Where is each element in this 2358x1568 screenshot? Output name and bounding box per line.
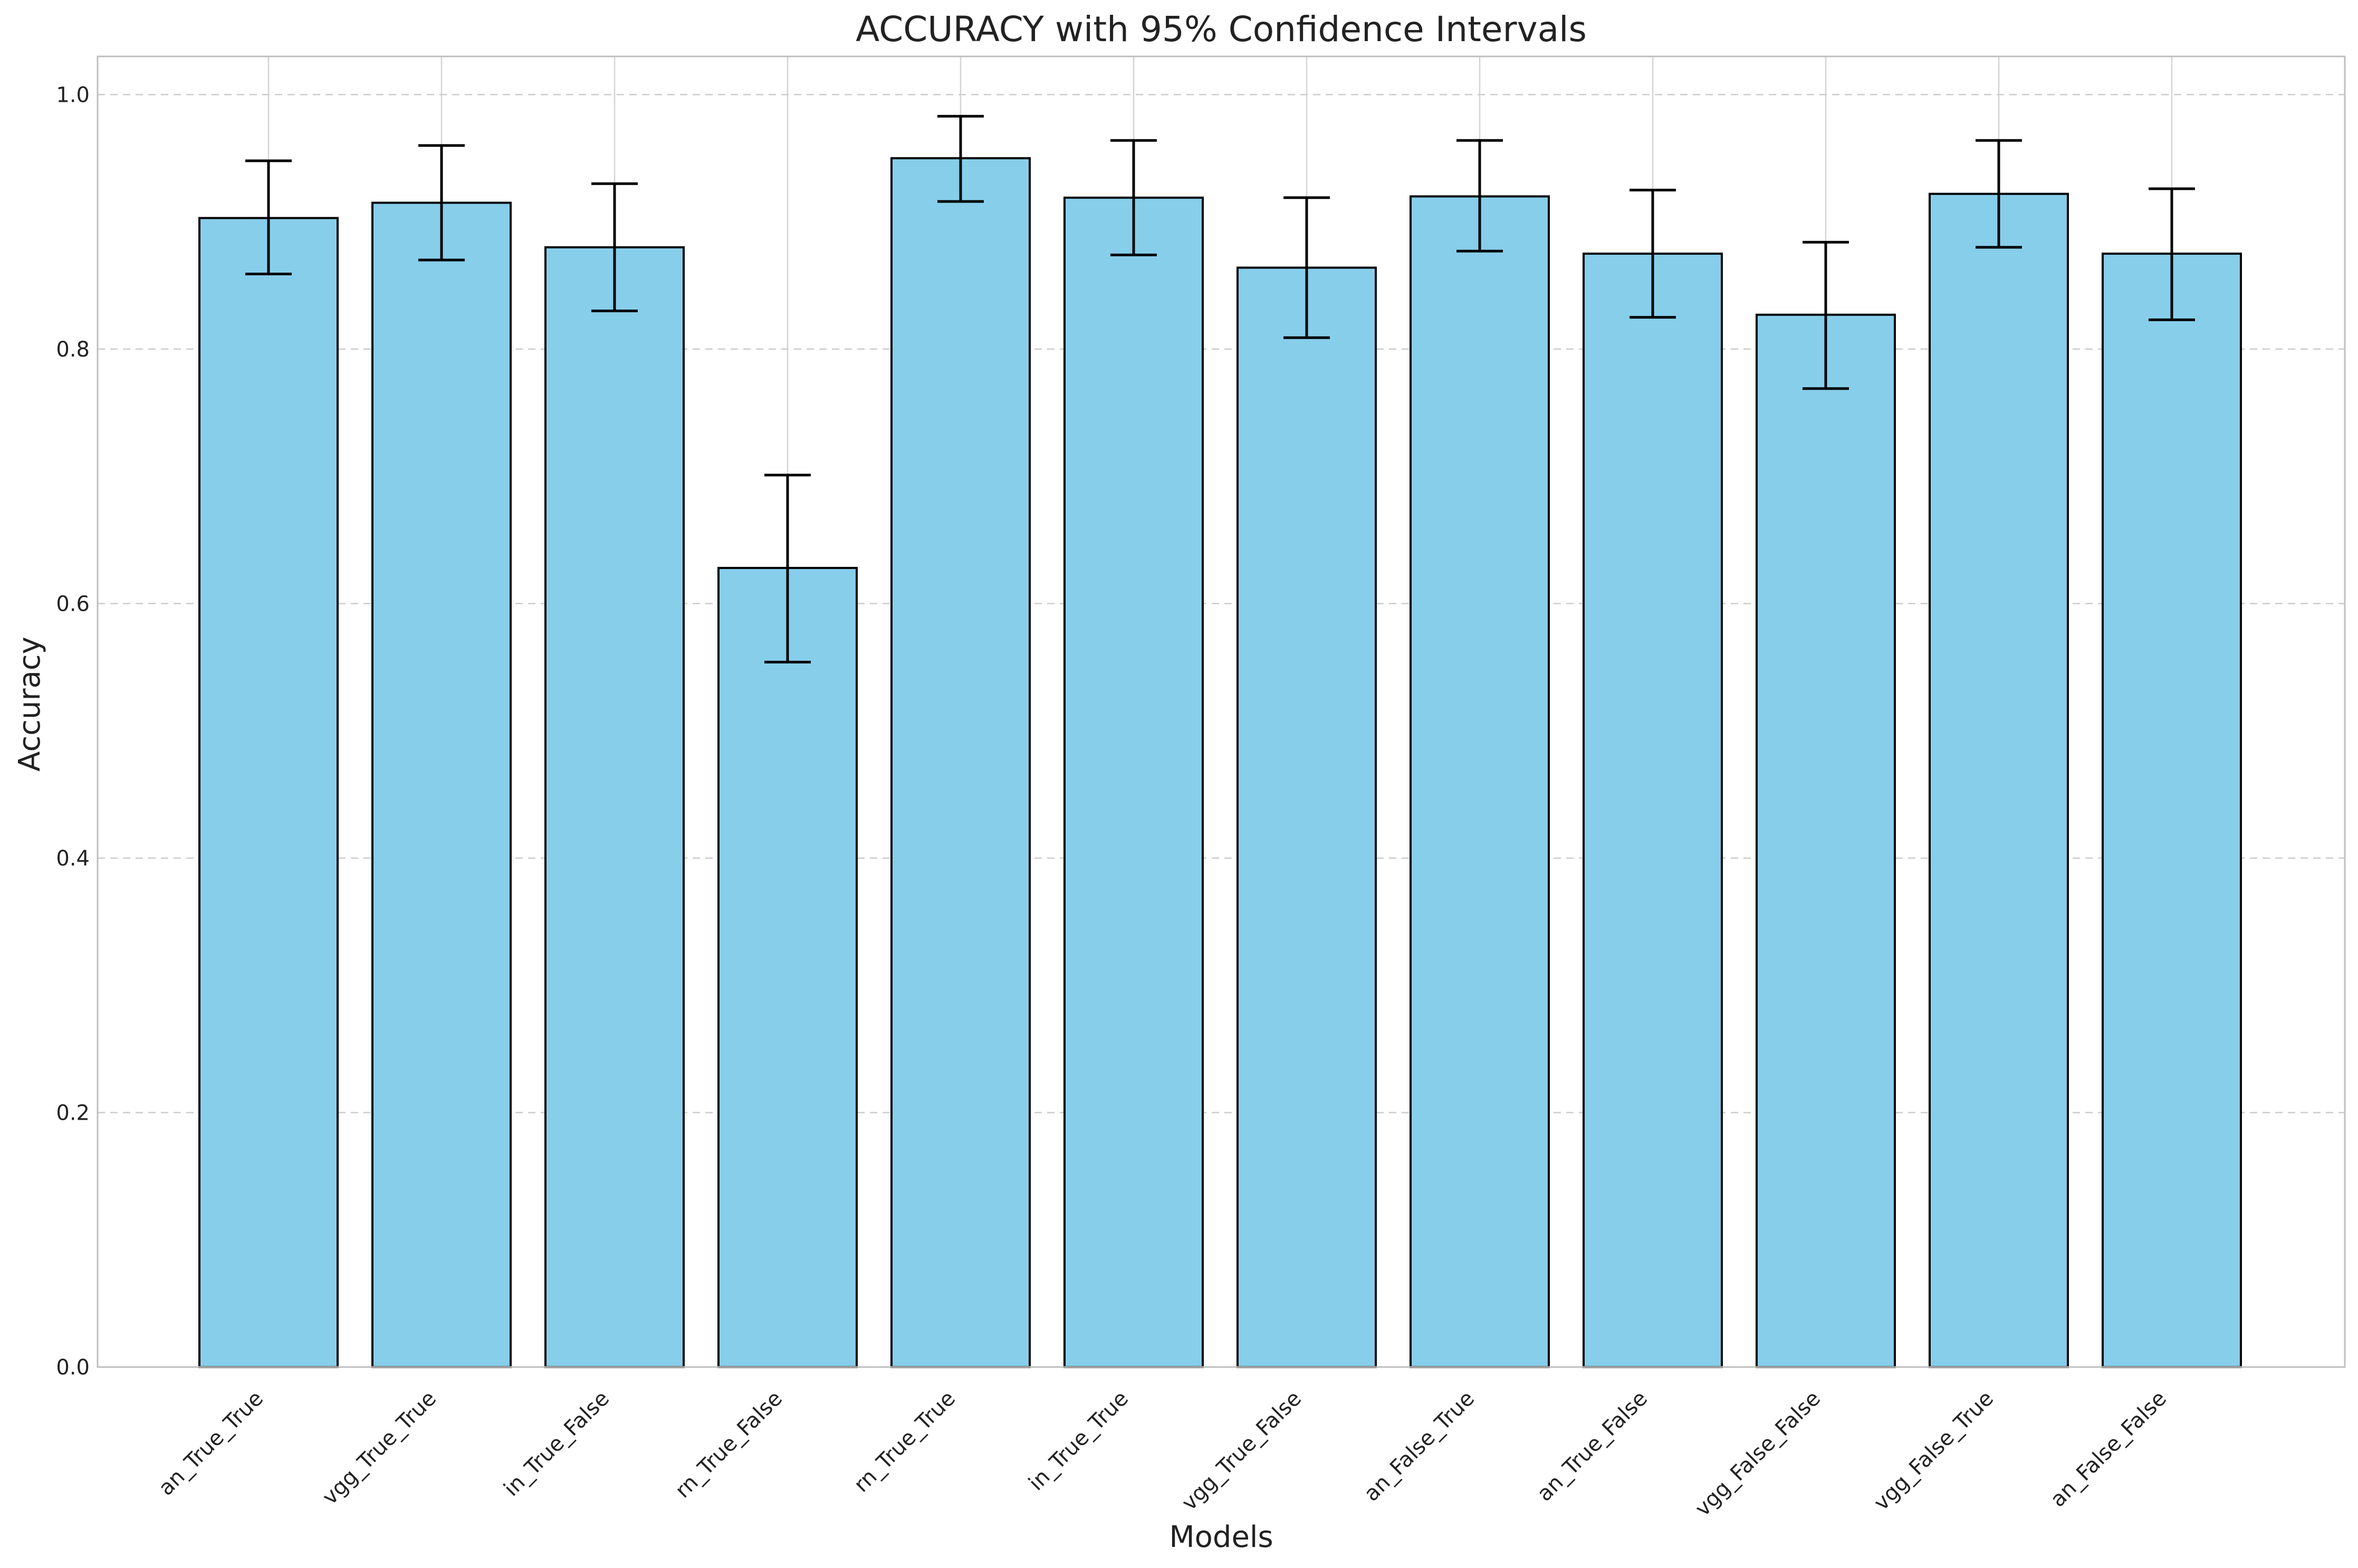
bar <box>1236 266 1377 1369</box>
x-tick-label: an_False_True <box>1359 1387 1479 1506</box>
error-bars <box>245 114 2195 663</box>
y-tick-label: 0.4 <box>56 846 90 871</box>
chart-title: ACCURACY with 95% Confidence Intervals <box>856 9 1587 50</box>
y-tick-label: 0.6 <box>56 592 90 616</box>
bar <box>1583 252 1723 1368</box>
x-tick-label: rn_True_False <box>670 1387 787 1503</box>
y-axis-label: Accuracy <box>13 637 47 772</box>
x-tick-label: vgg_True_False <box>1177 1387 1307 1516</box>
x-tick-label: vgg_False_False <box>1691 1387 1825 1521</box>
bars <box>198 157 2242 1369</box>
y-tick-label: 0.2 <box>56 1101 90 1125</box>
x-tick-label: vgg_False_True <box>1870 1387 1999 1516</box>
x-tick-label: rn_True_True <box>849 1387 960 1497</box>
bar <box>717 566 858 1368</box>
x-tick-label: an_False_False <box>2046 1387 2171 1512</box>
x-tick-label: in_True_True <box>1024 1387 1133 1496</box>
bar <box>1410 195 1550 1368</box>
plot-frame <box>97 55 2346 1368</box>
x-tick-label: an_True_False <box>1532 1387 1652 1506</box>
x-tick-label: an_True_True <box>154 1387 268 1500</box>
bar <box>371 201 512 1369</box>
x-tick-label: in_True_False <box>499 1387 614 1502</box>
x-axis-label: Models <box>1169 1520 1273 1554</box>
bar <box>1063 196 1204 1368</box>
y-tick-label: 0.8 <box>56 338 90 362</box>
bar <box>2102 252 2242 1368</box>
y-tick-label: 0.0 <box>56 1355 90 1380</box>
x-axis-ticks: an_True_True vgg_True_True in_True_False rn… <box>154 1387 2171 1521</box>
y-axis-ticks: 0.0 0.2 0.4 0.6 0.8 1.0 <box>56 83 90 1380</box>
bar <box>544 246 685 1368</box>
bar <box>1929 193 2069 1369</box>
bar <box>198 217 339 1369</box>
bar <box>890 157 1031 1368</box>
x-tick-label: vgg_True_True <box>318 1387 441 1510</box>
y-tick-label: 1.0 <box>56 83 90 107</box>
bar <box>1756 313 1896 1369</box>
